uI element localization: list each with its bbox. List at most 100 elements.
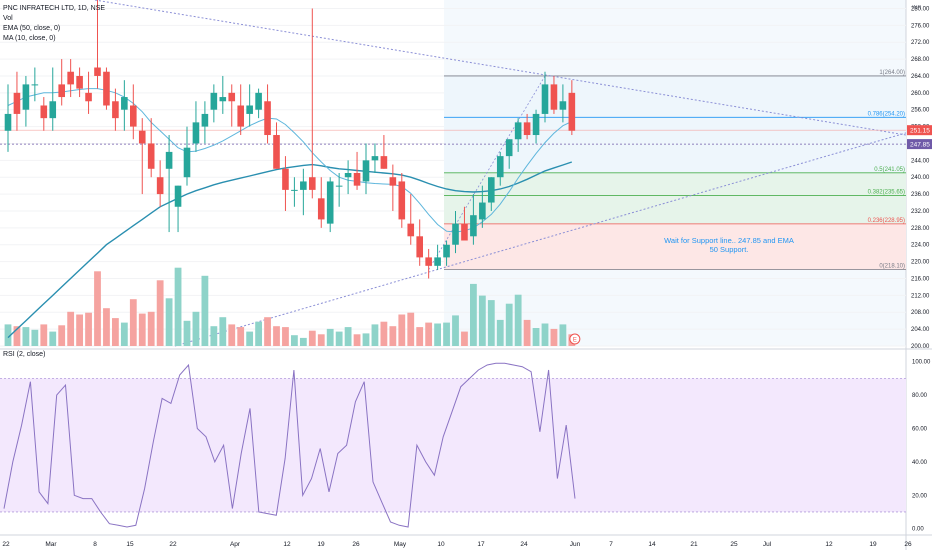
volume-bar: [514, 294, 522, 346]
downtrend-line: [94, 0, 907, 136]
volume-bar: [228, 324, 236, 346]
candle-body: [255, 92, 262, 110]
volume-bar: [389, 326, 397, 346]
volume-legend[interactable]: Vol: [3, 15, 13, 22]
candle: [4, 84, 12, 152]
price-tick-label: 240.00: [911, 175, 930, 181]
candle: [246, 84, 253, 127]
candle-body: [532, 113, 540, 136]
ma-legend[interactable]: MA (10, close, 0): [3, 35, 56, 42]
currency-label: INR: [912, 5, 922, 11]
candle: [568, 80, 576, 136]
time-tick-label: 17: [477, 541, 485, 548]
rsi-tick-label: 0.00: [912, 527, 924, 533]
candle-body: [398, 181, 406, 220]
volume-bar: [452, 315, 459, 346]
rsi-band: [0, 378, 906, 512]
candle: [488, 177, 495, 211]
time-tick-label: Jun: [570, 541, 581, 548]
candle-body: [13, 92, 21, 114]
candle: [112, 88, 119, 131]
rsi-legend[interactable]: RSI (2, close): [3, 351, 46, 358]
volume-bar: [470, 283, 477, 346]
ema-legend[interactable]: EMA (50, close, 0): [3, 25, 61, 32]
volume-bar: [255, 321, 262, 346]
time-tick-label: 7: [609, 541, 613, 548]
price-tick-label: 260.00: [911, 91, 930, 97]
candle: [514, 118, 522, 152]
rsi-pane: [0, 362, 906, 528]
volume-bar: [282, 327, 289, 346]
candle: [282, 156, 289, 211]
candle-body: [246, 105, 253, 114]
chart-annotation[interactable]: Wait for Support line.. 247.85 and EMA 5…: [664, 236, 794, 254]
volume-bar: [523, 319, 531, 346]
candle: [130, 84, 137, 140]
candle-body: [452, 223, 459, 245]
volume-bar: [487, 300, 495, 346]
candle: [31, 67, 39, 102]
candles: [4, 0, 576, 279]
candle: [183, 126, 191, 186]
fib-level-label: 0.236(228.95): [868, 218, 905, 224]
candle-body: [264, 101, 271, 136]
candle-body: [67, 71, 74, 85]
uptrend-line: [174, 132, 907, 347]
volume-bar: [353, 334, 361, 346]
candle-body: [201, 113, 209, 127]
candle: [138, 118, 146, 195]
candle: [326, 177, 334, 233]
candle: [264, 84, 271, 144]
volume-bar: [103, 308, 110, 346]
time-tick-label: 19: [869, 541, 877, 548]
candle: [407, 194, 415, 245]
time-tick-label: 22: [169, 541, 177, 548]
candle-body: [371, 156, 379, 161]
fib-level-label: 0(218.10): [879, 264, 905, 270]
rsi-tick-label: 100.00: [912, 360, 931, 366]
volume-bar: [246, 331, 254, 346]
candle-body: [165, 151, 173, 169]
volume-bar: [371, 324, 379, 346]
time-axis[interactable]: 22 Mar 8 15 22 Apr 12 19 26 May 10 17 24 Jun 7 14 21 25 Ju…: [2, 541, 912, 548]
volume-bar: [291, 335, 298, 346]
price-tick-label: 212.00: [911, 293, 930, 299]
time-tick-label: Apr: [230, 541, 241, 548]
volume-bar: [425, 322, 433, 346]
fib-zone: [444, 75, 906, 118]
symbol-title[interactable]: PNC INFRATECH LTD, 1D, NSE: [3, 5, 106, 12]
candle-body: [112, 101, 119, 119]
candle-body: [282, 168, 289, 190]
candle: [210, 84, 218, 123]
volume-bar: [13, 326, 21, 346]
ma-10-line: [7, 88, 573, 233]
last-price-badge: [907, 125, 932, 136]
trend-lines[interactable]: [0, 0, 907, 347]
volume-bar: [326, 328, 334, 346]
volume-bar: [308, 330, 316, 346]
price-tick-label: 228.00: [911, 226, 930, 232]
rsi-tick-label: 80.00: [912, 393, 928, 399]
candle: [165, 135, 173, 233]
volume-bar: [112, 318, 119, 346]
candle: [147, 118, 155, 178]
candle: [309, 8, 316, 199]
earnings-marker: [569, 333, 581, 345]
candle-body: [192, 122, 200, 144]
volume-bar: [40, 324, 48, 346]
candle-body: [488, 177, 495, 203]
candle: [380, 135, 388, 169]
candle-body: [568, 92, 576, 131]
volume-bar: [407, 312, 415, 346]
candle: [505, 139, 513, 169]
candle: [22, 75, 30, 127]
time-tick-label: Mar: [45, 541, 57, 548]
candle-body: [237, 105, 244, 127]
candle-body: [174, 185, 182, 207]
fib-level-label: 0.382(235.65): [868, 190, 905, 196]
candle-body: [335, 185, 343, 187]
candle: [228, 84, 236, 127]
volume-bar: [4, 324, 12, 346]
